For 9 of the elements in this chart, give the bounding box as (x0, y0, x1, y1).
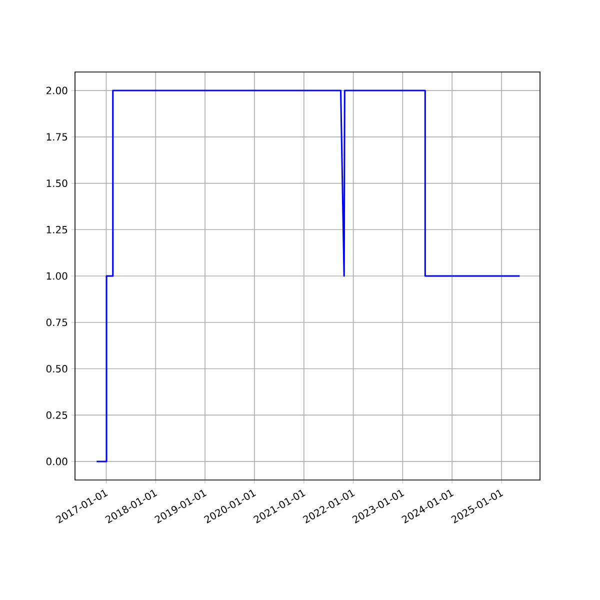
y-tick-label: 1.25 (46, 226, 68, 234)
y-tick-label: 1.00 (46, 272, 68, 280)
y-tick-label: 0.75 (46, 318, 68, 326)
y-tick-label: 0.50 (46, 364, 68, 372)
y-tick-label: 0.00 (46, 458, 68, 466)
y-tick-label: 1.50 (46, 180, 68, 188)
y-tick-label: 0.25 (46, 411, 68, 419)
y-tick-label: 1.75 (46, 133, 68, 141)
y-tick-label: 2.00 (46, 86, 68, 94)
